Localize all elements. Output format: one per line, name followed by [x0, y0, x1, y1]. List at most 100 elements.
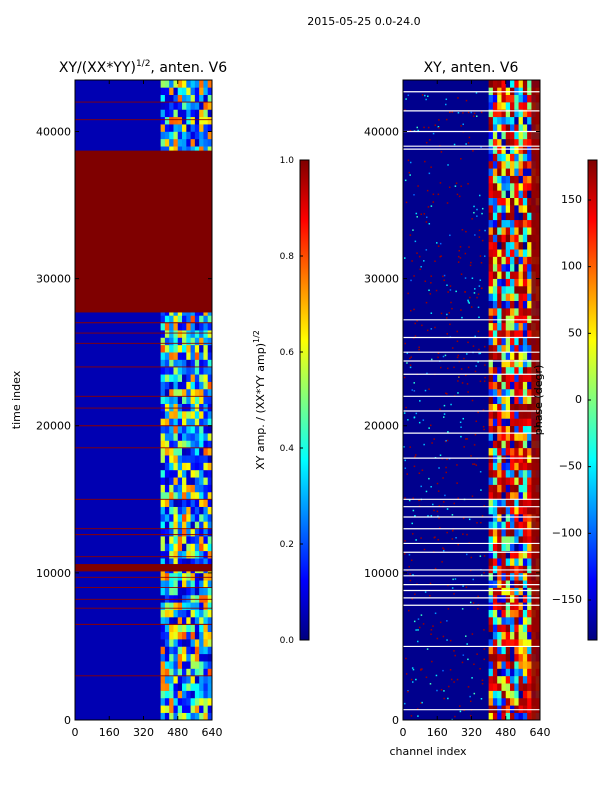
heatmap-cell: [190, 602, 196, 610]
heatmap-cell: [177, 411, 183, 419]
phase-speckle: [453, 650, 455, 652]
heatmap-cell: [514, 138, 519, 147]
heatmap-cell: [518, 153, 524, 162]
heatmap-cell: [160, 580, 166, 588]
heatmap-cell: [207, 602, 212, 610]
heatmap-cell: [160, 131, 166, 140]
phase-speckle: [431, 660, 433, 663]
heatmap-cell: [514, 477, 519, 485]
heatmap-cell: [190, 572, 196, 581]
heatmap-cell: [510, 617, 515, 625]
phase-speckle: [427, 206, 430, 208]
heatmap-cell: [505, 374, 511, 382]
heatmap-cell: [522, 263, 528, 272]
phase-speckle: [456, 678, 459, 681]
phase-speckle: [408, 609, 410, 612]
heatmap-cell: [190, 484, 196, 493]
heatmap-cell: [164, 440, 170, 449]
heatmap-cell: [514, 197, 519, 206]
phase-speckle: [462, 585, 464, 587]
heatmap-cell: [199, 425, 204, 434]
phase-speckle: [464, 291, 466, 293]
heatmap-cell: [501, 381, 507, 390]
heatmap-cell: [510, 271, 515, 279]
heatmap-cell: [522, 617, 528, 625]
colorbar-tick-label: 0.8: [280, 252, 295, 262]
heatmap-cell: [160, 322, 166, 331]
heatmap-cell: [514, 587, 519, 596]
heatmap-cell: [160, 558, 166, 566]
heatmap-cell: [527, 366, 532, 375]
heatmap-cell: [518, 300, 524, 309]
phase-speckle: [418, 346, 420, 349]
heatmap-cell: [510, 352, 515, 360]
heatmap-cell: [492, 550, 498, 559]
heatmap-cell: [190, 418, 196, 427]
heatmap-cell: [501, 256, 507, 265]
phase-speckle: [415, 678, 417, 681]
heatmap-cell: [514, 212, 519, 221]
heatmap-cell: [186, 639, 191, 647]
heatmap-cell: [182, 80, 187, 88]
left-colorbar-label: XY amp. / (XX*YY amp)1/2: [252, 330, 267, 470]
heatmap-cell: [203, 499, 209, 507]
phase-speckle: [421, 324, 423, 327]
heatmap-cell: [488, 543, 494, 552]
heatmap-cell: [522, 440, 528, 449]
x-tick-label: 0: [400, 726, 407, 739]
heatmap-cell: [510, 285, 515, 294]
heatmap-cell: [501, 433, 507, 441]
heatmap-cell: [497, 440, 502, 449]
heatmap-cell: [501, 697, 507, 706]
phase-speckle: [463, 357, 465, 360]
heatmap-cell: [194, 447, 200, 456]
heatmap-cell: [514, 506, 519, 515]
heatmap-cell: [497, 352, 502, 360]
phase-speckle: [446, 508, 449, 510]
heatmap-cell: [527, 337, 532, 346]
heatmap-cell: [510, 227, 515, 235]
heatmap-cell: [177, 315, 183, 324]
heatmap-cell: [194, 602, 200, 610]
heatmap-cell: [164, 528, 170, 537]
phase-speckle: [474, 288, 476, 290]
heatmap-cell: [492, 594, 498, 603]
colorbar-tick-label: 1.0: [280, 156, 295, 166]
heatmap-cell: [173, 609, 179, 618]
heatmap-cell: [510, 94, 515, 103]
phase-speckle: [420, 485, 422, 488]
heatmap-cell: [518, 543, 524, 552]
heatmap-cell: [527, 102, 532, 110]
heatmap-cell: [194, 138, 200, 147]
heatmap-cell: [518, 484, 524, 493]
heatmap-cell: [203, 661, 209, 669]
phase-speckle: [450, 678, 453, 681]
heatmap-cell: [510, 234, 515, 243]
heatmap-cell: [186, 506, 191, 515]
heatmap-cell: [199, 87, 204, 96]
heatmap-cell: [199, 418, 204, 427]
heatmap-cell: [527, 447, 532, 456]
heatmap-cell: [207, 337, 212, 346]
heatmap-cell: [510, 602, 515, 610]
phase-speckle: [471, 677, 473, 679]
heatmap-cell: [527, 359, 532, 368]
heatmap-cell: [505, 359, 511, 368]
heatmap-cell: [194, 536, 200, 544]
heatmap-cell: [199, 572, 204, 581]
heatmap-cell: [190, 477, 196, 485]
heatmap-cell: [190, 109, 196, 118]
phase-speckle: [460, 125, 462, 127]
heatmap-cell: [518, 205, 524, 213]
heatmap-cell: [169, 366, 174, 375]
heatmap-cell: [190, 543, 196, 552]
heatmap-cell: [527, 543, 532, 552]
heatmap-cell: [186, 653, 191, 662]
heatmap-cell: [514, 124, 519, 132]
heatmap-cell: [497, 330, 502, 338]
heatmap-cell: [190, 462, 196, 471]
heatmap-cell: [518, 469, 524, 478]
heatmap-cell: [207, 455, 212, 463]
heatmap-cell: [514, 359, 519, 368]
